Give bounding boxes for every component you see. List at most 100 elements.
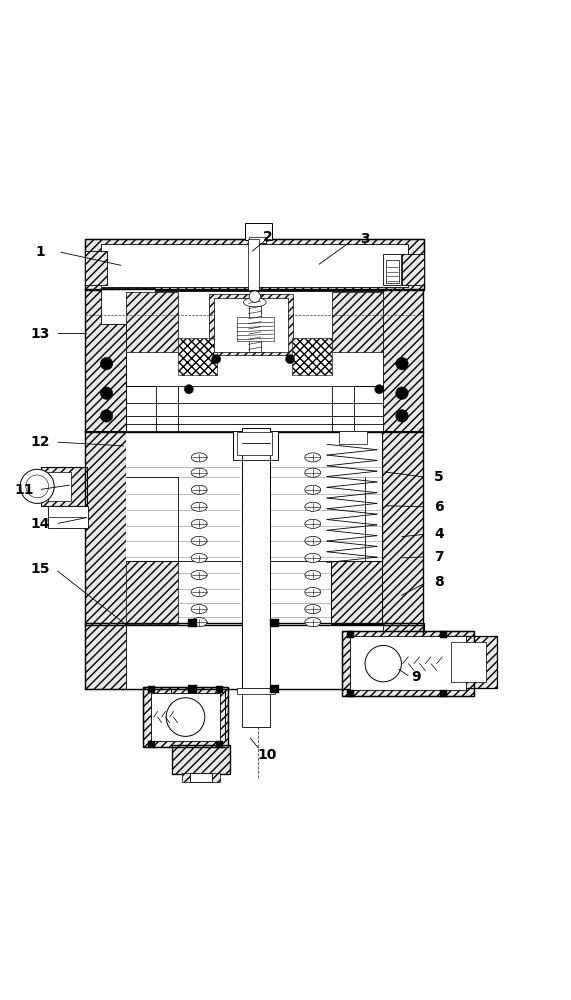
Bar: [101, 244, 408, 287]
Ellipse shape: [191, 502, 207, 511]
Circle shape: [166, 698, 205, 736]
Bar: [444, 636, 497, 688]
Text: 12: 12: [30, 435, 50, 449]
Text: 1: 1: [35, 245, 45, 259]
Bar: [86, 431, 126, 625]
Bar: [41, 467, 87, 506]
Ellipse shape: [305, 453, 321, 462]
Bar: [237, 688, 275, 694]
Text: 14: 14: [30, 517, 50, 531]
Bar: [237, 432, 272, 455]
Bar: [215, 298, 288, 352]
Bar: [270, 685, 279, 693]
Bar: [440, 631, 447, 638]
Bar: [86, 623, 424, 689]
Bar: [343, 631, 474, 696]
Bar: [216, 686, 223, 693]
Bar: [126, 292, 178, 352]
Ellipse shape: [191, 588, 207, 597]
Circle shape: [100, 387, 112, 399]
Bar: [148, 741, 155, 748]
Bar: [188, 685, 197, 693]
Ellipse shape: [305, 618, 321, 627]
Text: 2: 2: [263, 230, 272, 244]
Circle shape: [100, 410, 112, 422]
Bar: [48, 472, 71, 501]
Bar: [339, 561, 367, 564]
Bar: [86, 239, 424, 290]
Bar: [190, 773, 212, 782]
Bar: [237, 317, 274, 341]
Bar: [248, 295, 261, 352]
Circle shape: [249, 291, 260, 302]
Bar: [270, 619, 279, 627]
Ellipse shape: [243, 298, 266, 307]
Ellipse shape: [191, 453, 207, 462]
Bar: [151, 693, 220, 741]
Text: 8: 8: [434, 575, 444, 589]
Ellipse shape: [191, 605, 207, 614]
Ellipse shape: [191, 519, 207, 528]
Bar: [172, 745, 230, 774]
Bar: [452, 642, 485, 682]
Bar: [339, 431, 367, 444]
Bar: [242, 688, 270, 727]
Ellipse shape: [305, 553, 321, 563]
Bar: [444, 636, 497, 688]
Bar: [182, 773, 220, 782]
Bar: [382, 431, 423, 563]
Text: 10: 10: [258, 748, 277, 762]
Bar: [343, 631, 474, 696]
Ellipse shape: [191, 485, 207, 494]
Ellipse shape: [191, 468, 207, 477]
Bar: [143, 687, 227, 747]
Circle shape: [396, 410, 408, 422]
Circle shape: [375, 385, 384, 394]
Text: 11: 11: [14, 483, 34, 497]
Bar: [244, 223, 272, 240]
Bar: [126, 561, 178, 624]
Bar: [331, 561, 382, 624]
Circle shape: [396, 357, 408, 370]
Bar: [440, 690, 447, 697]
Ellipse shape: [191, 536, 207, 545]
Text: 7: 7: [434, 550, 444, 564]
Ellipse shape: [305, 605, 321, 614]
Ellipse shape: [305, 519, 321, 528]
Bar: [126, 291, 383, 431]
Circle shape: [184, 385, 194, 394]
Ellipse shape: [191, 618, 207, 627]
Bar: [41, 467, 87, 506]
Bar: [209, 294, 293, 355]
Text: 4: 4: [434, 527, 444, 541]
Bar: [86, 239, 424, 290]
Bar: [242, 428, 270, 689]
Circle shape: [100, 357, 112, 370]
Bar: [347, 631, 353, 638]
Bar: [126, 623, 383, 689]
Circle shape: [365, 645, 401, 682]
Ellipse shape: [305, 570, 321, 580]
Bar: [101, 288, 155, 324]
Bar: [86, 289, 126, 432]
Text: 3: 3: [360, 232, 370, 246]
Circle shape: [396, 387, 408, 399]
Text: 6: 6: [434, 500, 444, 514]
Text: 5: 5: [434, 470, 444, 484]
Bar: [148, 686, 155, 693]
Bar: [178, 338, 218, 375]
Bar: [188, 619, 197, 627]
Bar: [331, 561, 382, 624]
Text: 13: 13: [30, 327, 50, 341]
Circle shape: [26, 475, 49, 498]
Ellipse shape: [191, 570, 207, 580]
Bar: [347, 690, 353, 697]
Bar: [350, 636, 466, 690]
Bar: [383, 254, 401, 285]
Ellipse shape: [305, 588, 321, 597]
Bar: [233, 431, 278, 460]
Ellipse shape: [305, 502, 321, 511]
Bar: [216, 741, 223, 748]
Circle shape: [20, 469, 54, 503]
Bar: [292, 338, 332, 375]
